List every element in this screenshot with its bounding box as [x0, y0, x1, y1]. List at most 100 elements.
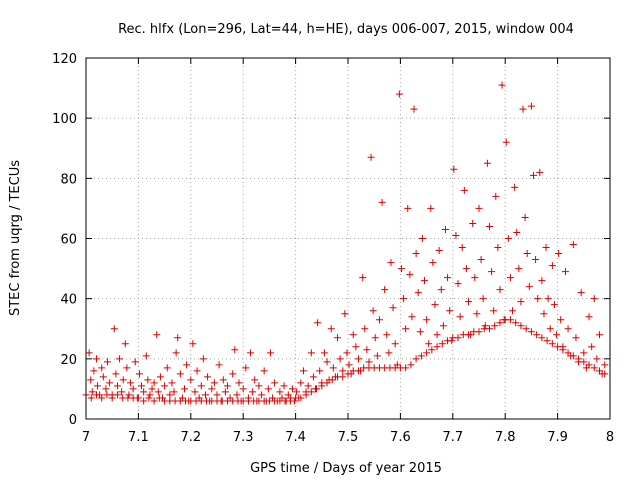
data-point: [471, 274, 479, 282]
data-point: [511, 183, 519, 191]
data-point: [92, 355, 100, 363]
data-point: [548, 340, 556, 348]
data-point: [199, 355, 207, 363]
data-point: [428, 346, 436, 354]
data-point: [441, 225, 449, 233]
data-point: [506, 316, 514, 324]
data-point: [106, 379, 114, 387]
data-point: [87, 376, 95, 384]
data-point: [502, 138, 510, 146]
data-point: [479, 295, 487, 303]
data-point: [339, 373, 347, 381]
data-point: [260, 367, 268, 375]
data-point: [178, 394, 186, 402]
data-point: [538, 334, 546, 342]
data-point: [94, 382, 102, 390]
y-axis-label: STEC from uqrg / TECUs: [8, 160, 23, 316]
data-point: [183, 361, 191, 369]
data-point: [116, 355, 124, 363]
data-point: [529, 171, 537, 179]
x-axis-label: GPS time / Days of year 2015: [250, 461, 442, 476]
data-point: [176, 370, 184, 378]
data-point: [534, 295, 542, 303]
data-point: [500, 316, 508, 324]
data-point: [521, 213, 529, 221]
data-point: [359, 274, 367, 282]
data-point: [395, 90, 403, 98]
data-point: [299, 367, 307, 375]
data-point: [208, 385, 216, 393]
x-tick-label: 8: [606, 430, 614, 445]
data-point: [316, 367, 324, 375]
data-point: [410, 105, 418, 113]
data-point: [598, 370, 606, 378]
data-point: [519, 105, 527, 113]
data-point: [309, 373, 317, 381]
data-point: [138, 382, 146, 390]
data-point: [533, 331, 541, 339]
data-point: [429, 259, 437, 267]
data-point: [517, 298, 525, 306]
data-point: [542, 244, 550, 252]
data-point: [496, 319, 504, 327]
data-point: [127, 379, 135, 387]
data-point: [129, 385, 137, 393]
data-point: [373, 352, 381, 360]
data-point: [96, 391, 104, 399]
data-point: [291, 397, 299, 405]
data-point: [439, 322, 447, 330]
data-point: [166, 391, 174, 399]
data-point: [446, 307, 454, 315]
data-point: [452, 231, 460, 239]
data-point: [456, 313, 464, 321]
data-points: [82, 81, 609, 405]
data-point: [113, 382, 121, 390]
data-point: [271, 379, 279, 387]
data-point: [280, 382, 288, 390]
data-point: [217, 397, 225, 405]
data-point: [561, 268, 569, 276]
data-point: [108, 391, 116, 399]
data-point: [221, 388, 229, 396]
data-point: [467, 331, 475, 339]
data-point: [567, 352, 575, 360]
data-point: [517, 322, 525, 330]
data-point: [402, 364, 410, 372]
data-point: [365, 358, 373, 366]
data-point: [546, 325, 554, 333]
data-point: [450, 165, 458, 173]
data-point: [580, 349, 588, 357]
data-point: [269, 394, 277, 402]
data-point: [320, 349, 328, 357]
data-point: [161, 382, 169, 390]
data-point: [288, 385, 296, 393]
data-point: [438, 340, 446, 348]
data-point: [418, 235, 426, 242]
data-point: [318, 379, 326, 387]
y-tick-label: 40: [60, 293, 77, 308]
data-point: [393, 361, 401, 369]
data-point: [88, 388, 96, 396]
data-point: [85, 349, 93, 357]
data-point: [381, 286, 389, 294]
data-point: [397, 265, 405, 273]
data-point: [433, 331, 441, 339]
data-point: [343, 349, 351, 357]
data-point: [307, 349, 315, 357]
data-point: [485, 325, 493, 333]
data-point: [323, 358, 331, 366]
data-point: [195, 394, 203, 402]
x-tick-label: 7.1: [128, 430, 149, 445]
data-point: [492, 192, 500, 200]
data-point: [402, 325, 410, 333]
data-point: [168, 379, 176, 387]
data-point: [140, 388, 148, 396]
data-point: [378, 198, 386, 206]
y-tick-label: 100: [52, 112, 77, 127]
data-point: [582, 364, 590, 372]
data-point: [251, 376, 259, 384]
data-point: [255, 382, 263, 390]
data-point: [304, 382, 312, 390]
data-point: [406, 271, 414, 279]
data-point: [548, 262, 556, 270]
